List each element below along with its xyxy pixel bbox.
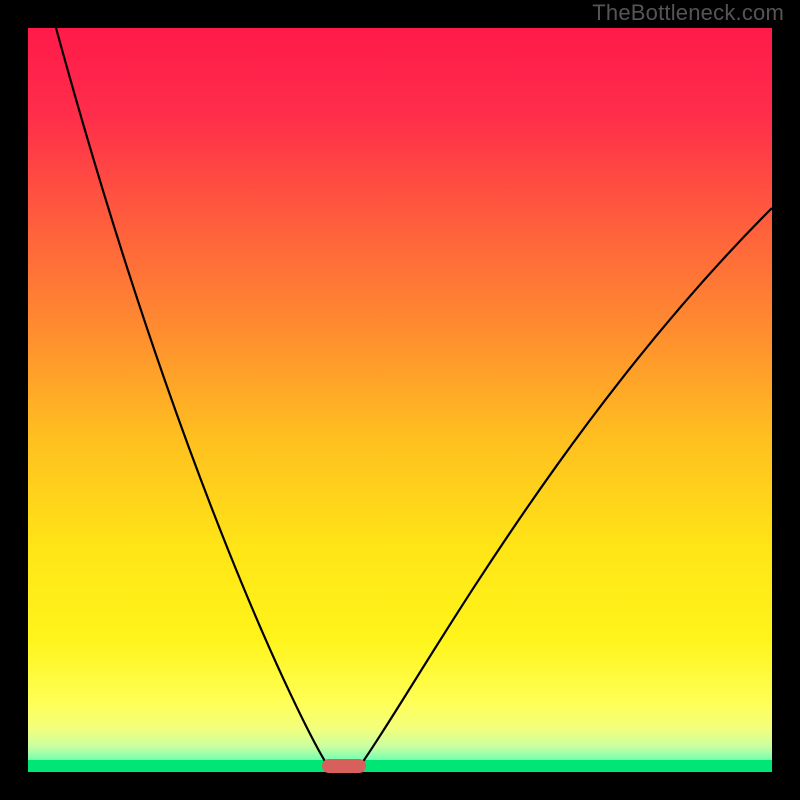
- watermark-text: TheBottleneck.com: [592, 0, 784, 26]
- bottleneck-chart: [0, 0, 800, 800]
- green-baseline-band: [28, 760, 772, 772]
- chart-stage: TheBottleneck.com: [0, 0, 800, 800]
- minimum-marker: [322, 759, 366, 773]
- plot-area: [28, 28, 772, 772]
